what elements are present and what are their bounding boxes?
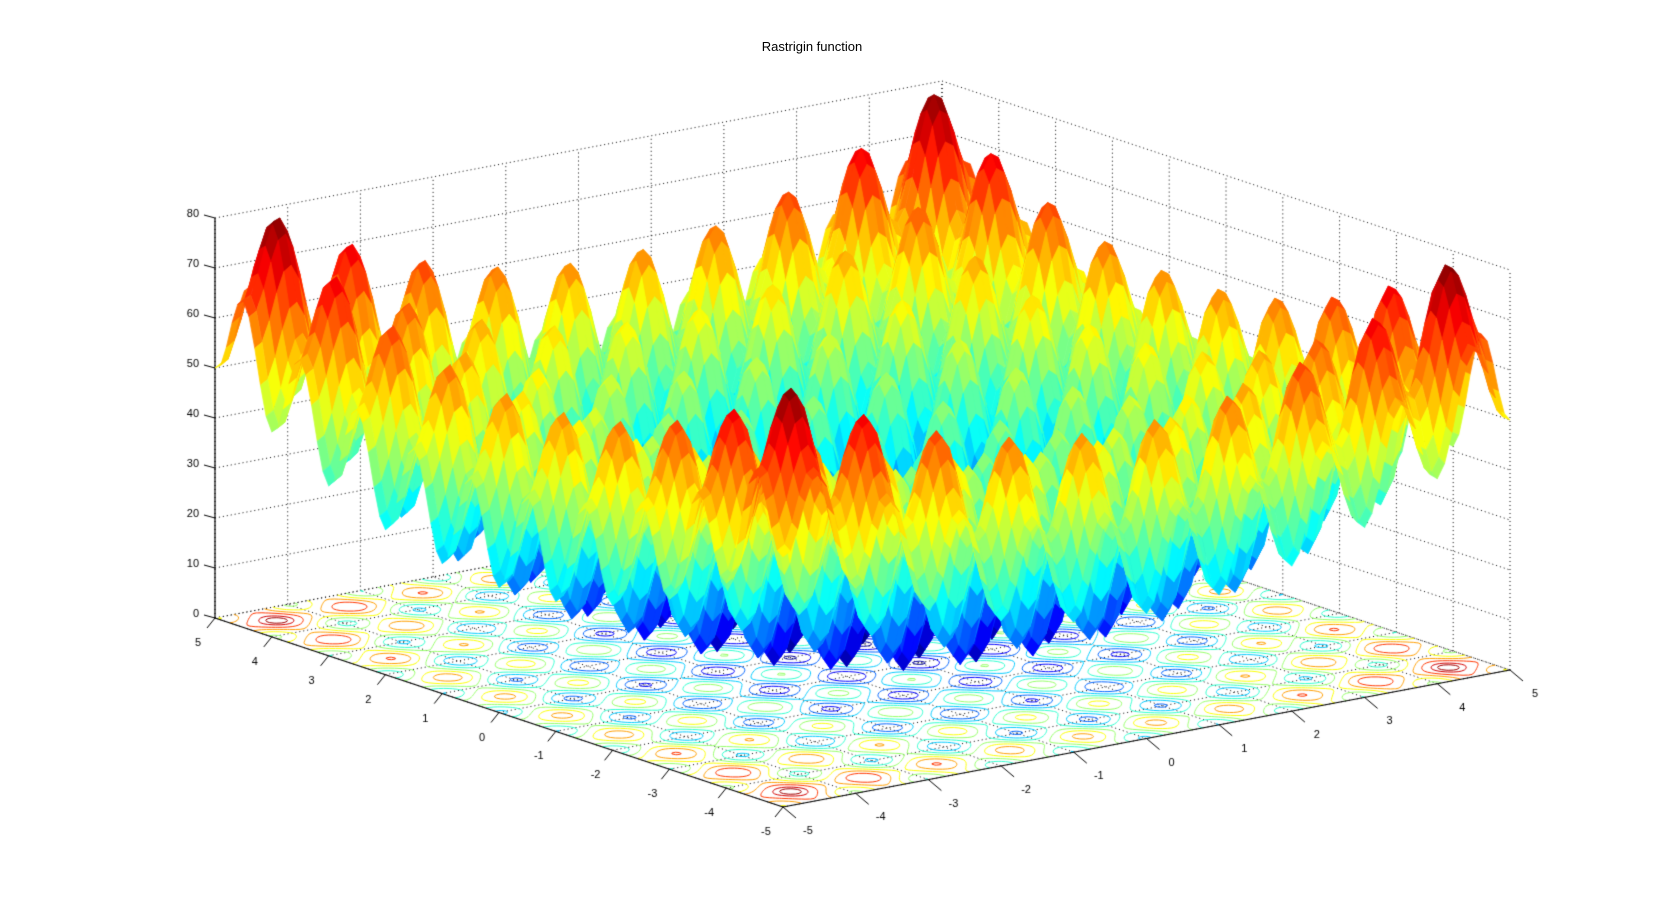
chart-title: Rastrigin function	[761, 39, 863, 54]
